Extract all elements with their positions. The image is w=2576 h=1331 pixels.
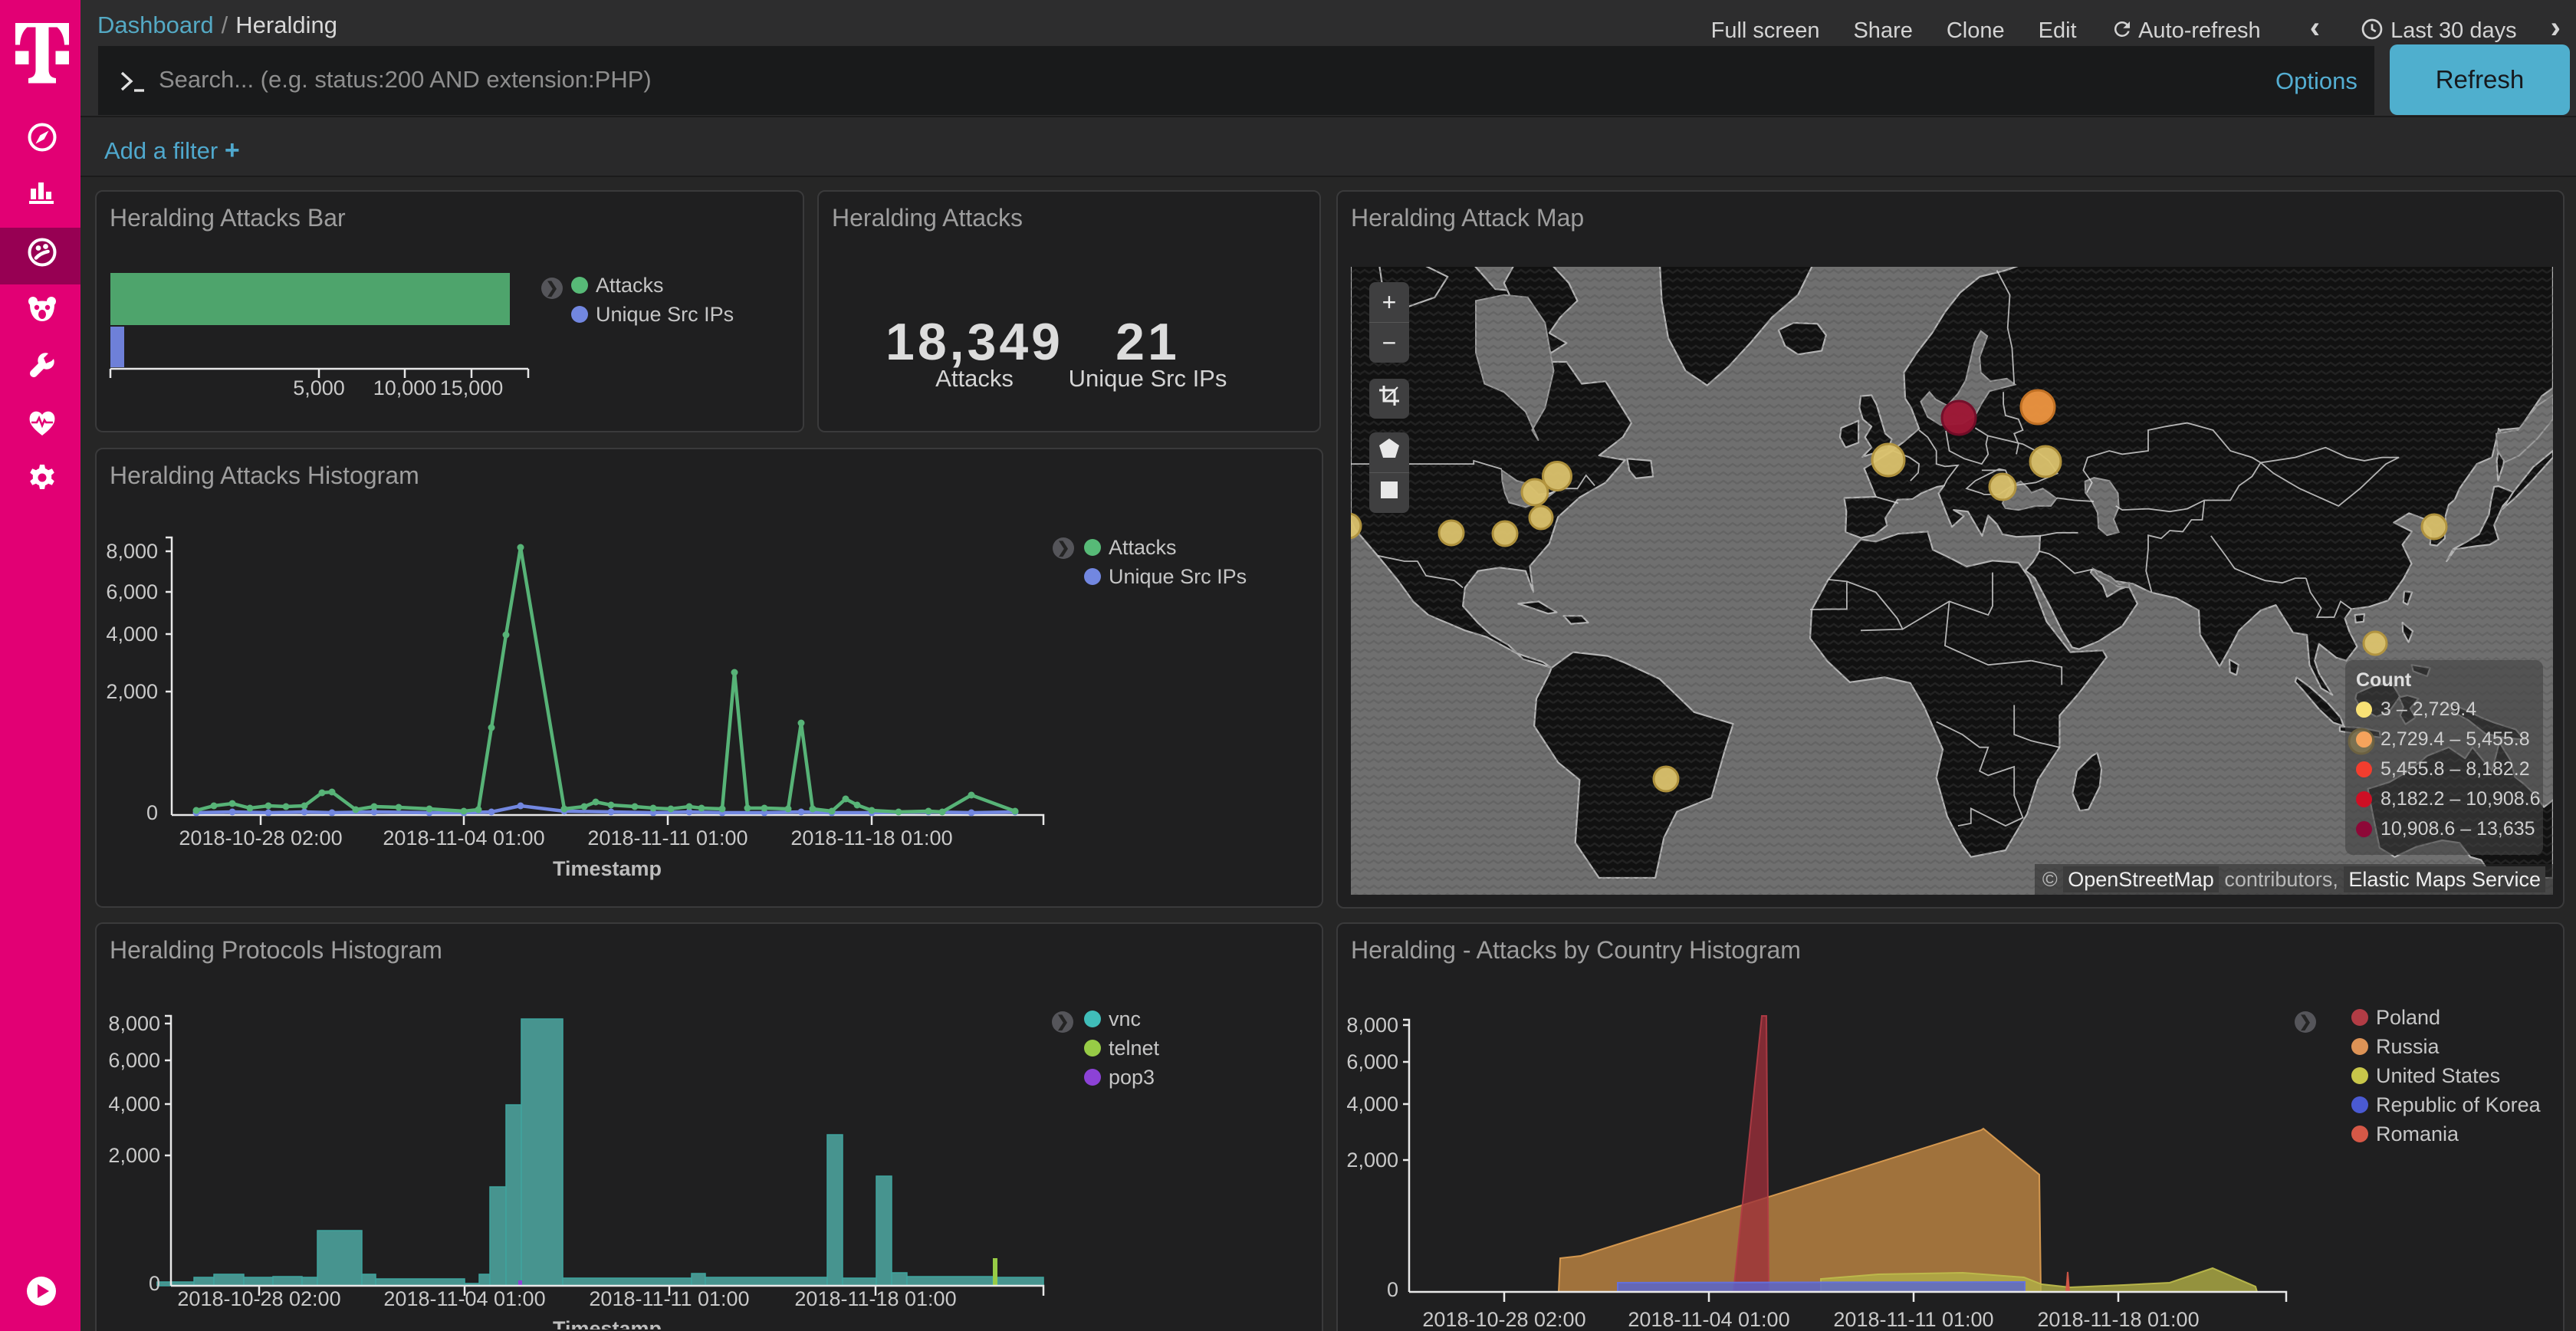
svg-text:2018-11-18 01:00: 2018-11-18 01:00 (2037, 1308, 2199, 1329)
svg-text:2018-10-28 02:00: 2018-10-28 02:00 (179, 827, 342, 850)
svg-text:10,000: 10,000 (373, 376, 437, 399)
svg-text:2018-11-18 01:00: 2018-11-18 01:00 (794, 1287, 956, 1310)
svg-text:6,000: 6,000 (108, 1049, 160, 1072)
svg-text:6,000: 6,000 (1346, 1050, 1398, 1073)
svg-text:2018-10-28 02:00: 2018-10-28 02:00 (177, 1287, 340, 1310)
svg-text:2018-11-04 01:00: 2018-11-04 01:00 (383, 1287, 545, 1310)
svg-text:5,000: 5,000 (293, 376, 345, 399)
svg-text:6,000: 6,000 (106, 580, 158, 603)
svg-text:4,000: 4,000 (108, 1093, 160, 1116)
svg-text:2,000: 2,000 (1346, 1149, 1398, 1172)
svg-text:2018-11-11 01:00: 2018-11-11 01:00 (1833, 1308, 1993, 1329)
svg-text:2018-11-04 01:00: 2018-11-04 01:00 (1628, 1308, 1789, 1329)
svg-text:0: 0 (146, 801, 158, 824)
svg-text:15,000: 15,000 (440, 376, 504, 399)
svg-text:2,000: 2,000 (108, 1144, 160, 1167)
svg-text:2018-11-11 01:00: 2018-11-11 01:00 (587, 827, 748, 850)
svg-text:4,000: 4,000 (1346, 1093, 1398, 1116)
svg-text:8,000: 8,000 (108, 1012, 160, 1035)
svg-text:4,000: 4,000 (106, 623, 158, 646)
svg-text:2018-11-18 01:00: 2018-11-18 01:00 (790, 827, 952, 850)
svg-text:2018-11-04 01:00: 2018-11-04 01:00 (383, 827, 544, 850)
svg-text:Timestamp: Timestamp (553, 1317, 662, 1329)
svg-text:0: 0 (149, 1272, 160, 1295)
svg-text:8,000: 8,000 (106, 540, 158, 563)
svg-text:8,000: 8,000 (1346, 1014, 1398, 1037)
svg-text:2018-10-28 02:00: 2018-10-28 02:00 (1422, 1308, 1585, 1329)
svg-text:2,000: 2,000 (106, 680, 158, 703)
svg-text:0: 0 (1387, 1278, 1398, 1301)
svg-text:2018-11-11 01:00: 2018-11-11 01:00 (589, 1287, 749, 1310)
svg-text:Timestamp: Timestamp (553, 857, 662, 880)
